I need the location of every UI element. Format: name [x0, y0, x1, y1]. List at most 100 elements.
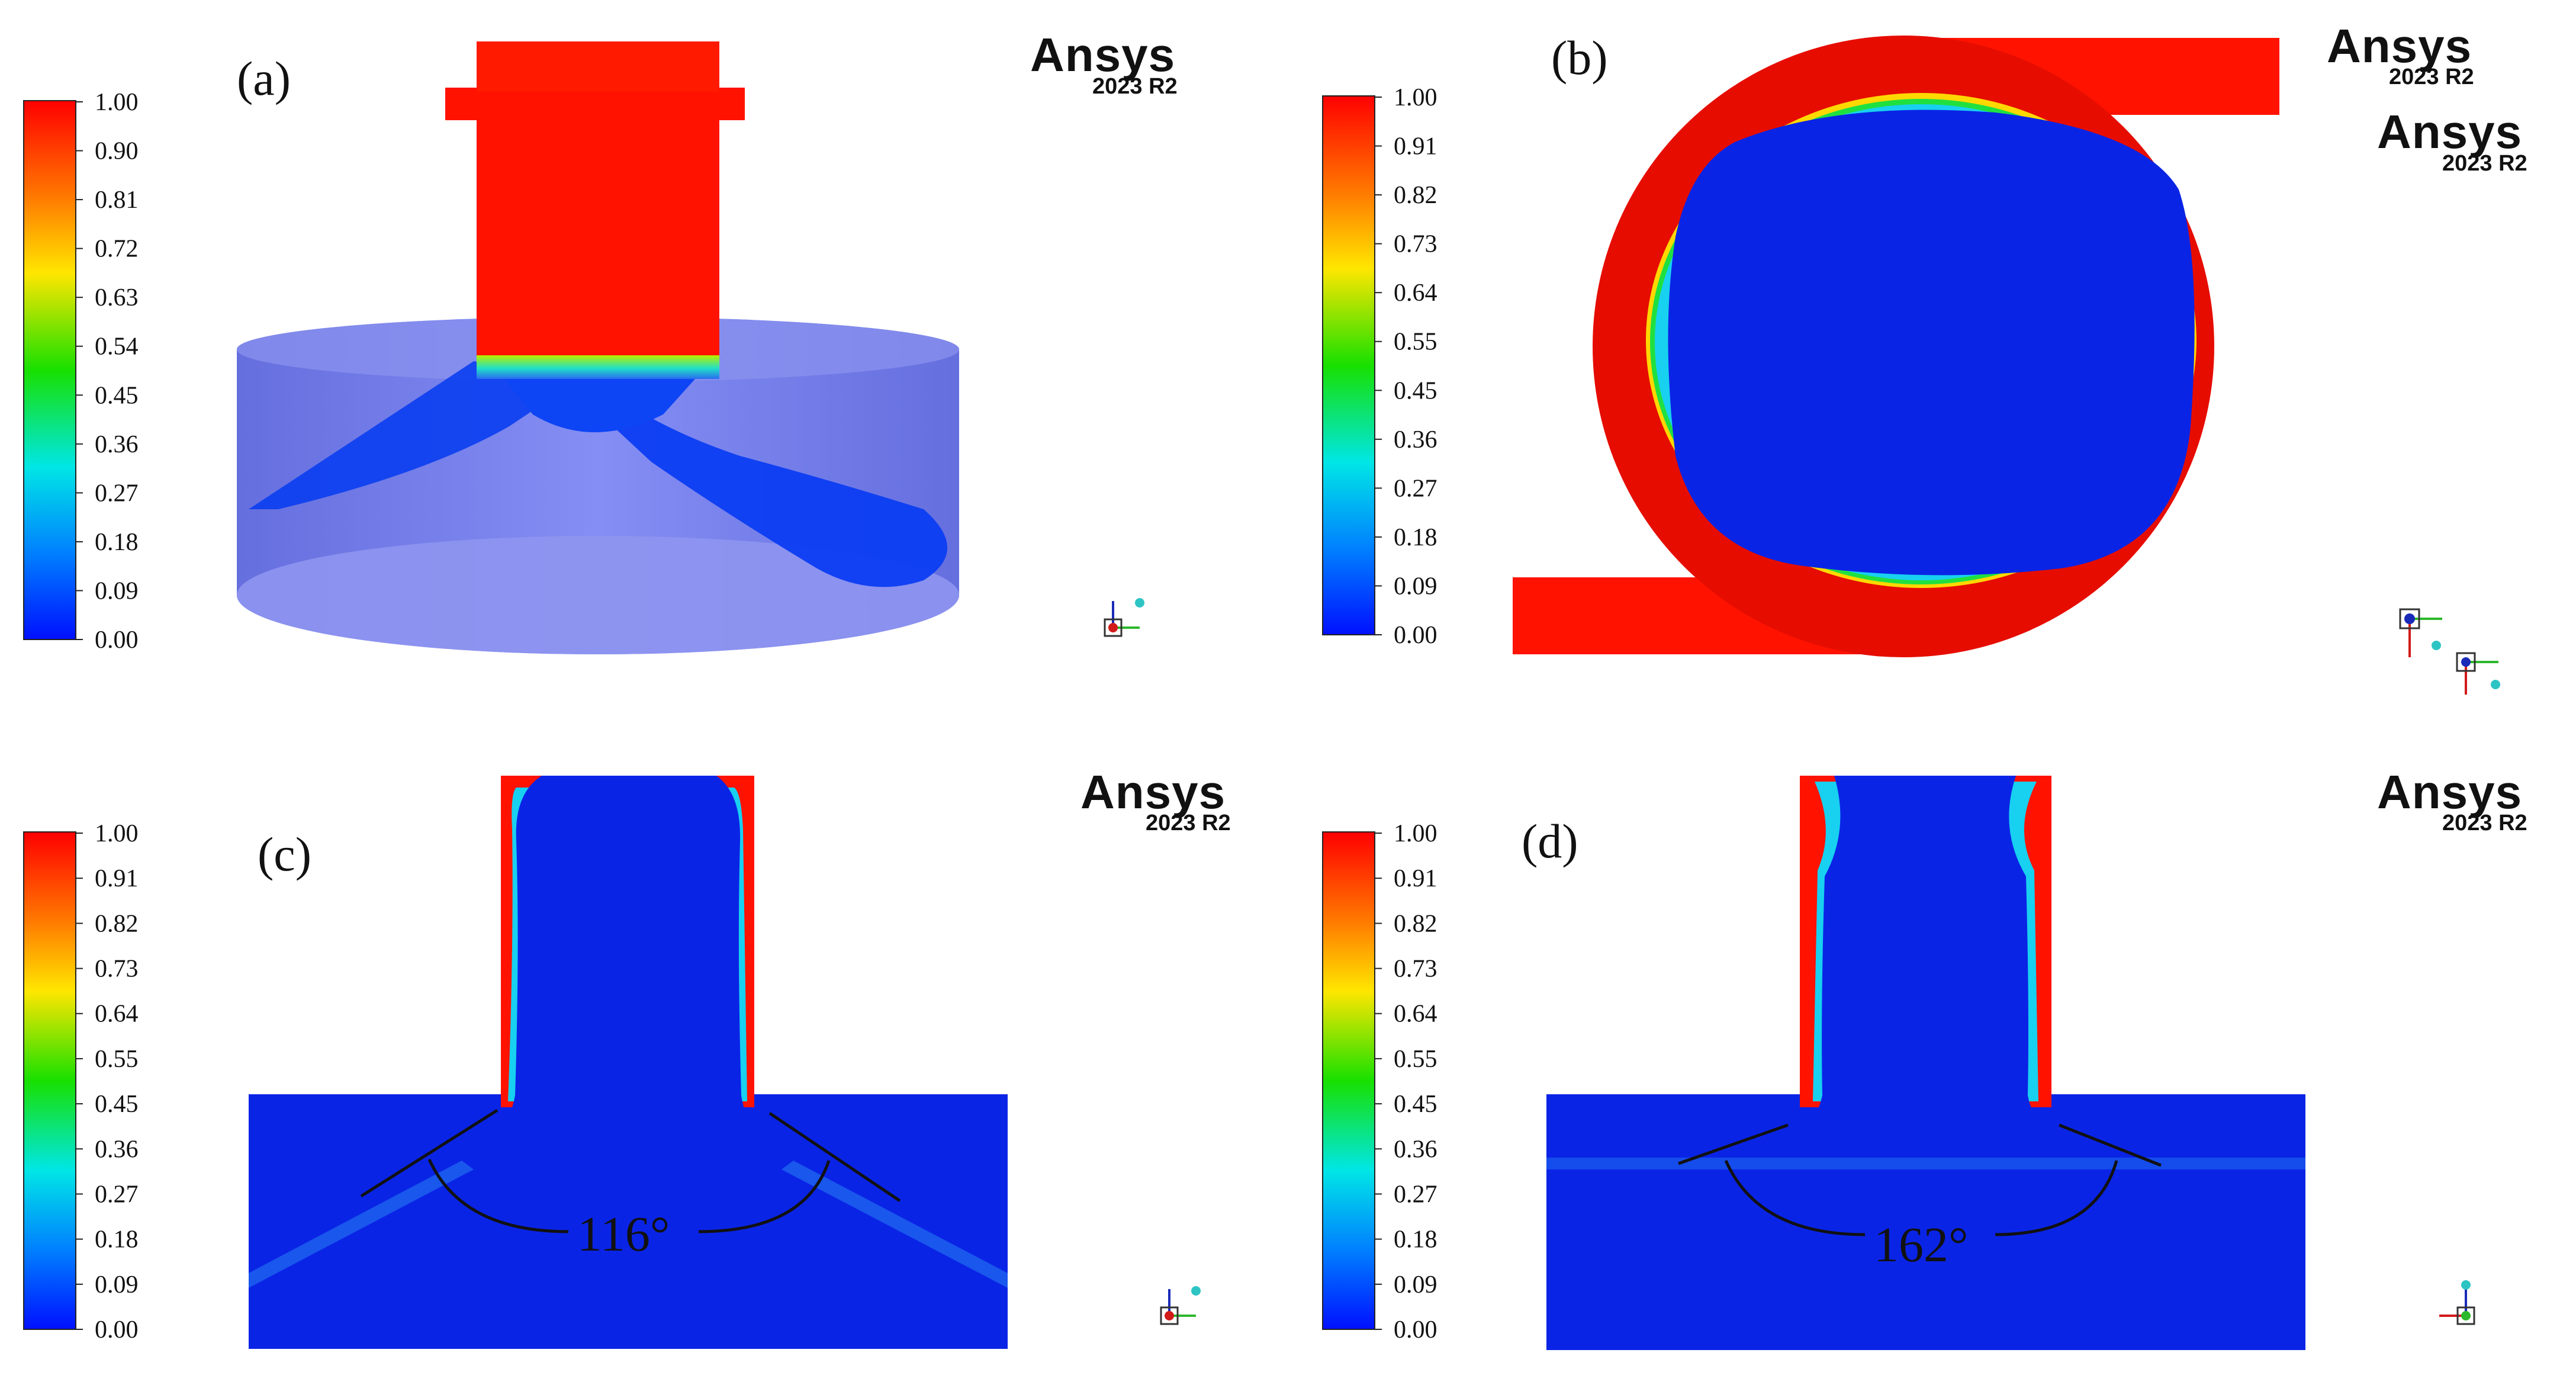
ansys-logo-brand: Ansys	[2327, 20, 2472, 72]
angle-arc	[1724, 1159, 2118, 1236]
nozzle-top	[477, 41, 719, 92]
axis-triad-icon	[1104, 598, 1144, 637]
colorbar-tick-label: 0.00	[1394, 622, 1437, 649]
colorbar-tick-label: 0.45	[95, 1091, 139, 1118]
ansys-logo-brand: Ansys	[2377, 766, 2522, 818]
swirl-chamber-topview	[1513, 36, 2279, 657]
cone-edge-line-left	[360, 1108, 499, 1198]
spray-cone-left	[249, 1161, 474, 1288]
ansys-logo-c: Ansys 2023 R2	[1080, 766, 1231, 836]
colorbar-tick-label: 0.82	[95, 910, 139, 937]
colorbar-tick-label: 1.00	[1394, 84, 1437, 111]
spray-sheet	[1546, 1158, 2305, 1169]
colorbar-tick-label: 0.91	[1394, 865, 1437, 892]
colorbar-tick-label: 0.91	[95, 865, 139, 892]
panel-c: 1.00 0.91 0.82 0.73 0.64 0.55 0.45 0.36 0.27 0.18…	[23, 766, 1231, 1349]
nozzle-3d-model	[237, 41, 959, 654]
colorbar-b: 1.00 0.91 0.82 0.73 0.64 0.55 0.45 0.36 0.27 0.18…	[1322, 84, 1437, 649]
colorbar-tick-label: 0.45	[1394, 377, 1437, 404]
colorbar-tick-label: 0.27	[1394, 1181, 1437, 1208]
colorbar-tick-label: 0.73	[95, 956, 139, 983]
colorbar-tick-label: 0.36	[95, 1136, 139, 1163]
colorbar-tick-label: 0.90	[95, 138, 139, 165]
colorbar-tick-label: 0.81	[95, 187, 139, 214]
ansys-logo-brand: Ansys	[1030, 28, 1175, 81]
colorbar-tick-label: 1.00	[95, 89, 139, 116]
chamber-bottom-face	[237, 536, 959, 654]
colorbar-a-ticks: 1.00 0.90 0.81 0.72 0.63 0.54 0.45 0.36 0.27 0.18…	[76, 89, 139, 654]
axis-triad-icon	[2399, 608, 2442, 657]
ansys-logo-d: Ansys 2023 R2	[2377, 766, 2527, 836]
axis-triad-icon	[2456, 652, 2500, 695]
colorbar-tick-label: 0.36	[95, 431, 139, 458]
panel-c-label: (c)	[258, 827, 311, 881]
angle-arc	[427, 1158, 831, 1233]
cone-edge-line-right	[768, 1111, 901, 1203]
colorbar-tick-label: 0.09	[1394, 573, 1437, 600]
colorbar-b-ticks: 1.00 0.91 0.82 0.73 0.64 0.55 0.45 0.36 0.27 0.18…	[1375, 84, 1437, 649]
colorbar-tick-label: 0.73	[1394, 956, 1437, 983]
colorbar-tick-label: 0.27	[95, 480, 139, 507]
colorbar-d: 1.00 0.91 0.82 0.73 0.64 0.55 0.45 0.36 0.27 0.18…	[1322, 820, 1437, 1344]
ansys-logo-version: 2023 R2	[2442, 811, 2527, 836]
colorbar-tick-label: 1.00	[1394, 820, 1437, 847]
colorbar-c-gradient	[23, 831, 76, 1330]
colorbar-a-gradient	[23, 100, 76, 640]
panel-a: 1.00 0.90 0.81 0.72 0.63 0.54 0.45 0.36 0.27 0.18…	[23, 28, 1178, 654]
ansys-logo-b-secondary: Ansys 2023 R2	[2377, 105, 2527, 176]
colorbar-tick-label: 0.54	[95, 333, 139, 361]
colorbar-b-gradient	[1322, 95, 1375, 635]
colorbar-tick-label: 0.55	[95, 1046, 139, 1073]
spray-angle-label: 162°	[1874, 1217, 1969, 1272]
colorbar-tick-label: 0.18	[1394, 524, 1437, 551]
ansys-logo-brand: Ansys	[2377, 105, 2522, 158]
colorbar-tick-label: 0.09	[95, 577, 139, 605]
colorbar-d-gradient	[1322, 831, 1375, 1330]
colorbar-tick-label: 0.55	[1394, 1046, 1437, 1073]
air-core-region	[1668, 110, 2195, 576]
panel-b: 1.00 0.91 0.82 0.73 0.64 0.55 0.45 0.36 0.27 0.18…	[1322, 20, 2527, 695]
colorbar-tick-label: 0.73	[1394, 231, 1437, 258]
colorbar-tick-label: 0.09	[1394, 1271, 1437, 1299]
colorbar-tick-label: 0.64	[1394, 1001, 1437, 1028]
colorbar-tick-label: 0.00	[95, 626, 139, 654]
ansys-logo-a: Ansys 2023 R2	[1030, 28, 1178, 99]
colorbar-tick-label: 0.45	[1394, 1091, 1437, 1118]
colorbar-tick-label: 0.27	[1394, 475, 1437, 502]
colorbar-tick-label: 0.18	[95, 529, 139, 556]
colorbar-d-ticks: 1.00 0.91 0.82 0.73 0.64 0.55 0.45 0.36 0.27 0.18…	[1375, 820, 1437, 1344]
jet-stream-left	[249, 361, 580, 509]
ansys-logo-version: 2023 R2	[1146, 811, 1231, 836]
panel-a-label: (a)	[237, 52, 291, 105]
colorbar-a: 1.00 0.90 0.81 0.72 0.63 0.54 0.45 0.36 0.27 0.18…	[23, 89, 139, 654]
colorbar-tick-label: 0.82	[1394, 910, 1437, 937]
colorbar-tick-label: 0.64	[1394, 279, 1437, 307]
colorbar-c-ticks: 1.00 0.91 0.82 0.73 0.64 0.55 0.45 0.36 0.27 0.18…	[76, 820, 139, 1344]
spray-cone-right	[782, 1161, 1008, 1288]
axis-triad-icon	[2439, 1280, 2475, 1325]
air-core-region	[1752, 776, 2105, 1164]
colorbar-tick-label: 0.00	[1394, 1316, 1437, 1344]
cross-section-c: 116°	[249, 776, 1008, 1349]
colorbar-tick-label: 0.91	[1394, 133, 1437, 160]
ansys-logo-b-primary: Ansys 2023 R2	[2327, 20, 2474, 89]
ansys-logo-version: 2023 R2	[2442, 151, 2527, 176]
air-core-region	[462, 776, 793, 1161]
cone-edge-line-right	[2059, 1123, 2162, 1167]
colorbar-tick-label: 0.36	[1394, 426, 1437, 454]
colorbar-tick-label: 1.00	[95, 820, 139, 847]
spray-angle-label: 116°	[577, 1207, 670, 1262]
colorbar-c: 1.00 0.91 0.82 0.73 0.64 0.55 0.45 0.36 0.27 0.18…	[23, 820, 139, 1344]
colorbar-tick-label: 0.36	[1394, 1136, 1437, 1163]
colorbar-tick-label: 0.27	[95, 1181, 139, 1208]
panel-d: 1.00 0.91 0.82 0.73 0.64 0.55 0.45 0.36 0.27 0.18…	[1322, 766, 2527, 1350]
panel-b-label: (b)	[1551, 31, 1608, 85]
colorbar-tick-label: 0.18	[95, 1226, 139, 1254]
axis-triad-icon	[1160, 1286, 1201, 1325]
colorbar-tick-label: 0.64	[95, 1001, 139, 1028]
colorbar-tick-label: 0.82	[1394, 182, 1437, 209]
cross-section-d: 162°	[1546, 776, 2305, 1350]
colorbar-tick-label: 0.45	[95, 382, 139, 409]
ansys-logo-version: 2023 R2	[1092, 74, 1178, 99]
ansys-logo-version: 2023 R2	[2389, 65, 2474, 89]
